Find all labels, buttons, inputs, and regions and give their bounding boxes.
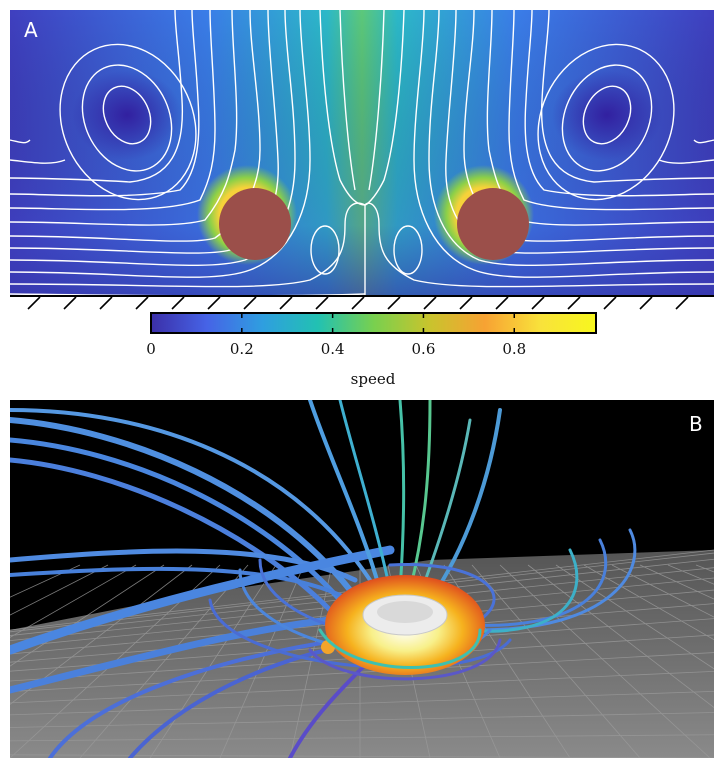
colorbar-tick-label: 0.2 — [229, 340, 254, 358]
vortex-right — [552, 70, 662, 160]
wall-hatch-mark — [99, 296, 113, 310]
wall-hatch-mark — [675, 296, 689, 310]
wall-hatch-mark — [387, 296, 401, 310]
wall-hatch-mark — [135, 296, 149, 310]
colorbar-tick-label: 0 — [146, 340, 156, 358]
colorbar-label: speed — [350, 370, 396, 388]
wall-hatch-mark — [63, 296, 77, 310]
panel-a-flow-field — [10, 10, 714, 297]
wall-hatch-mark — [171, 296, 185, 310]
panel-a-label: A — [24, 18, 38, 42]
panel-b-3d-render — [10, 400, 714, 758]
vortex-left — [72, 70, 182, 160]
wall-hatch-mark — [567, 296, 581, 310]
wall-hatch-mark — [207, 296, 221, 310]
cylinder-left — [219, 188, 291, 260]
wall-hatch-mark — [495, 296, 509, 310]
colorbar-tick-label: 0.6 — [411, 340, 436, 358]
torus — [325, 575, 485, 675]
panel-b-label: B — [689, 412, 703, 436]
tube-streamlines — [10, 400, 637, 758]
wall-hatch-mark — [603, 296, 617, 310]
wall-hatch-mark — [243, 296, 257, 310]
colorbar — [150, 312, 597, 334]
colorbar-tick-label: 0.4 — [320, 340, 345, 358]
wall-hatch-mark — [531, 296, 545, 310]
wall-hatch-mark — [639, 296, 653, 310]
wall-hatch-mark — [423, 296, 437, 310]
wall-hatching — [10, 295, 714, 310]
colorbar-tick-label: 0.8 — [502, 340, 527, 358]
wall-hatch-mark — [27, 296, 41, 310]
wall-hatch-mark — [315, 296, 329, 310]
cylinder-right — [457, 188, 529, 260]
wall-hatch-mark — [351, 296, 365, 310]
wall-hatch-mark — [459, 296, 473, 310]
wall-hatch-mark — [279, 296, 293, 310]
